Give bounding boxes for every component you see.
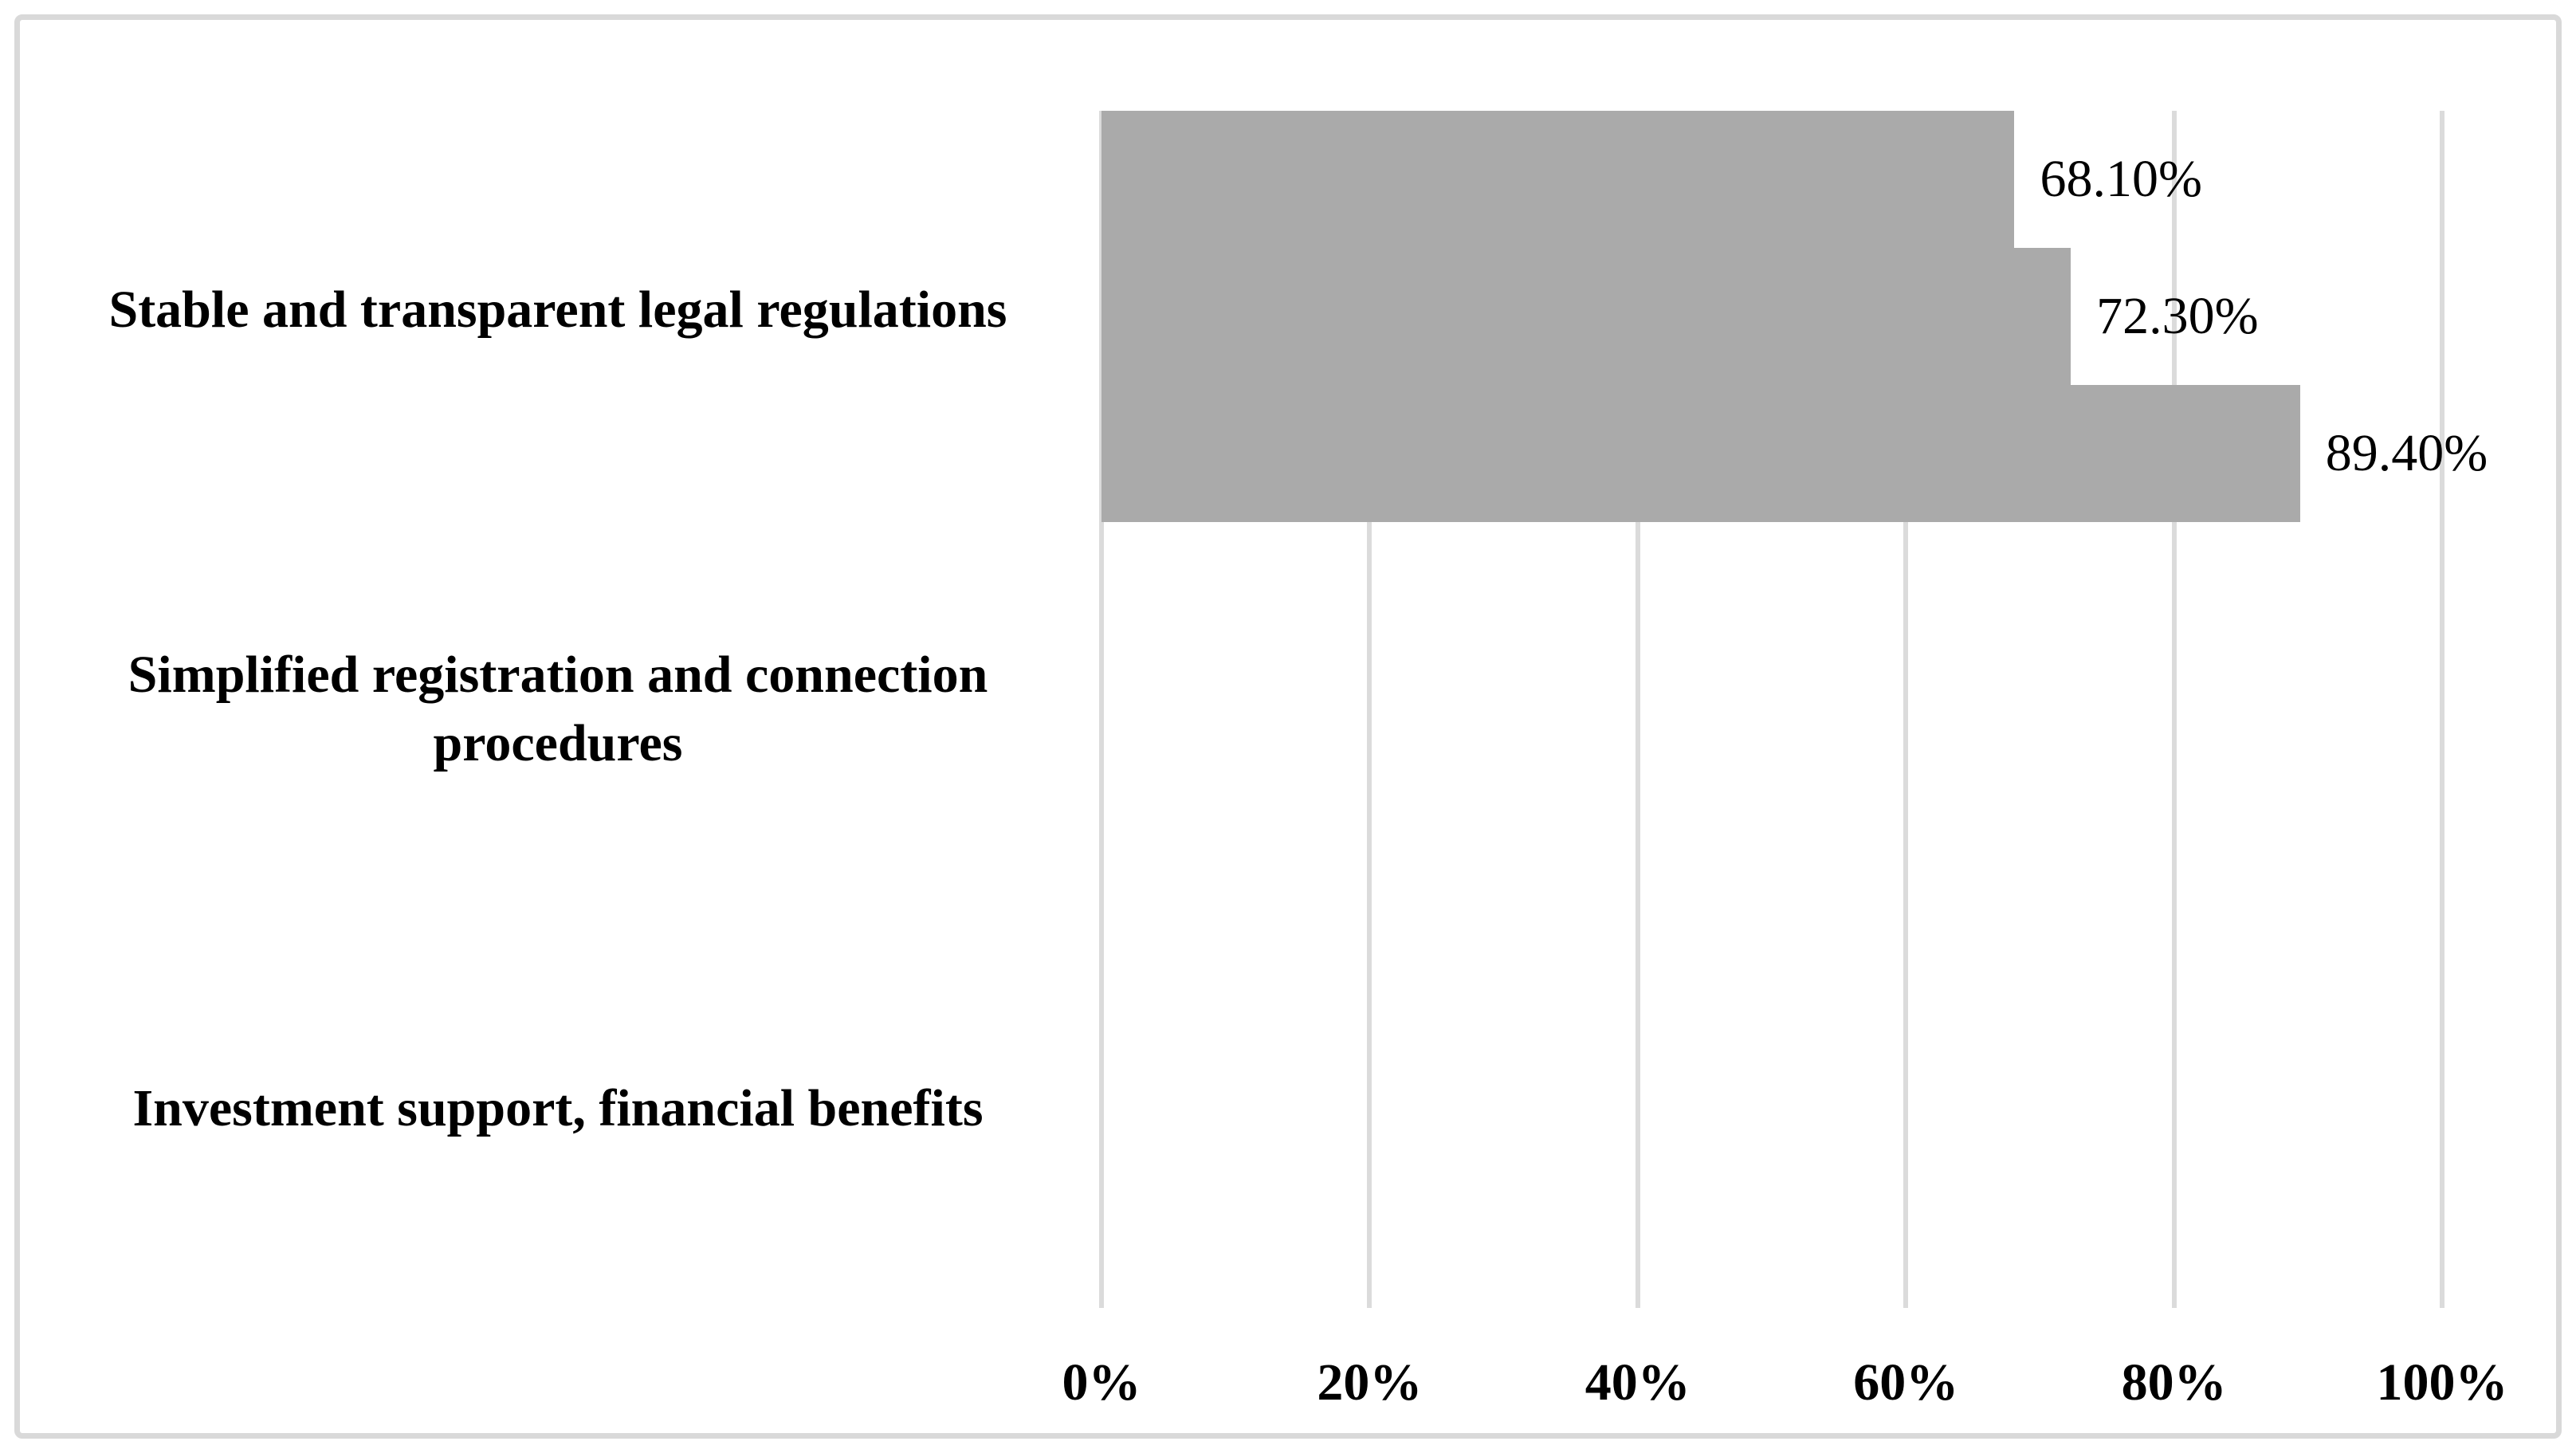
x-tick-label: 40% [1584, 1353, 1690, 1412]
bar [1101, 111, 2015, 248]
x-tick-label: 100% [2376, 1353, 2508, 1412]
bar-value-label: 68.10% [2040, 150, 2202, 208]
figure-frame: Stable and transparent legal regulations… [14, 14, 2562, 1439]
x-tick-label: 60% [1853, 1353, 1959, 1412]
gridline-80 [2171, 111, 2177, 1308]
category-axis: Stable and transparent legal regulations… [44, 111, 1072, 1308]
bar-value-label: 72.30% [2096, 287, 2259, 345]
gridline-100 [2440, 111, 2444, 1308]
gridline-0 [1099, 111, 1104, 1308]
x-axis-tick-labels: 0% 20% 40% 60% 80% 100% [1062, 1331, 2508, 1435]
gridline-40 [1635, 111, 1640, 1308]
bar-band: 68.10% [1101, 111, 2442, 248]
plot-area: 68.10% 72.30% 89.40% [1099, 111, 2488, 1308]
bar-group: 68.10% 72.30% 89.40% [1101, 111, 2488, 522]
bar-value-label: 89.40% [2325, 424, 2488, 482]
x-tick-label: 20% [1317, 1353, 1423, 1412]
category-label: Simplified registration and connection p… [128, 646, 988, 772]
bar-band: 89.40% [1101, 385, 2488, 522]
bar [1101, 385, 2300, 522]
category-label: Investment support, financial benefits [132, 1078, 984, 1137]
gridline-60 [1903, 111, 1909, 1308]
gridline-20 [1367, 111, 1372, 1308]
x-tick-label: 80% [2121, 1353, 2227, 1412]
category-label: Stable and transparent legal regulations [108, 281, 1007, 340]
bar-band: 72.30% [1101, 248, 2442, 385]
bar [1101, 248, 2071, 385]
x-tick-label: 0% [1062, 1353, 1141, 1412]
